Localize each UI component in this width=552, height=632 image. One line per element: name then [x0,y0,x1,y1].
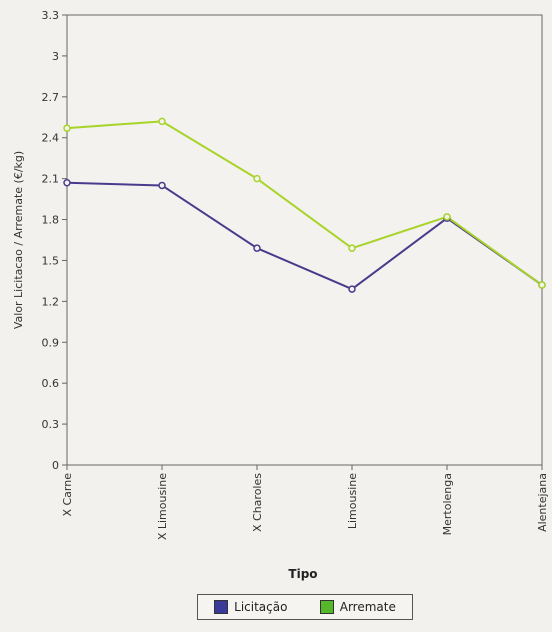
y-tick-label: 1.5 [42,254,60,267]
data-point-arremate [443,213,451,221]
y-axis-label: Valor Licitacao / Arremate (€/kg) [12,151,25,329]
legend-swatch-arremate [319,600,334,614]
y-tick-label: 1.2 [42,295,60,308]
plot-area [66,14,543,466]
data-point-arremate [253,174,261,183]
x-axis-label: Tipo [288,567,317,581]
legend-label-arremate: Arremate [339,600,396,614]
x-tick-label: Limousine [346,473,359,529]
y-tick-label: 0.6 [42,377,60,390]
y-axis-ticks: 0 0.3 0.6 0.9 1.2 1.5 1.8 2.1 2.4 2.7 3 3.3 [42,9,67,472]
data-point-arremate [158,117,166,126]
legend-item-licitacao: Licitação [214,600,287,614]
y-tick-label: 2.7 [42,91,60,104]
legend-label-licitacao: Licitação [234,600,288,614]
data-point-licitacao [158,181,166,190]
series-layer [63,117,546,293]
data-point-licitacao [63,178,71,187]
y-tick-label: 0 [52,459,59,472]
y-tick-label: 0.9 [42,336,60,349]
legend-swatch-licitacao [214,600,229,614]
data-point-arremate [538,281,546,289]
y-tick-label: 3 [52,50,59,63]
data-point-arremate [63,124,71,132]
x-tick-label: Mertolenga [441,473,454,535]
x-tick-label: X Limousine [156,473,169,540]
series-line-arremate [66,120,543,286]
data-point-licitacao [253,244,261,252]
x-tick-label: X Charoles [251,473,264,532]
x-tick-label: X Carne [61,473,74,517]
y-tick-label: 3.3 [42,9,60,22]
y-tick-label: 2.1 [42,173,60,186]
y-tick-label: 2.4 [42,132,60,145]
chart-legend: Licitação Arremate [197,594,413,620]
data-point-licitacao [348,285,356,293]
x-tick-label: Alentejana [536,473,549,532]
x-axis-ticks: X Carne X Limousine X Charoles Limousine Mer… [61,465,549,540]
legend-item-arremate: Arremate [319,600,396,614]
y-tick-label: 1.8 [42,214,60,227]
y-tick-label: 0.3 [42,418,60,431]
data-point-arremate [348,244,356,252]
